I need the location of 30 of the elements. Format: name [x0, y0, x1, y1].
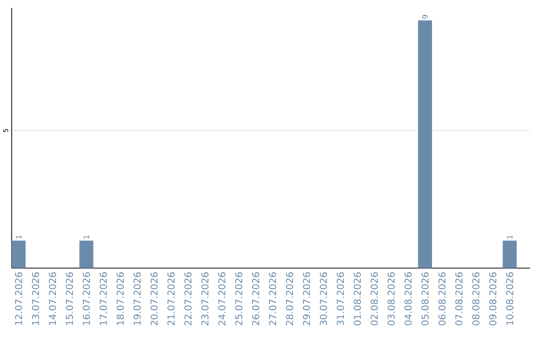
x-tick-label: 17.07.2026 — [100, 272, 107, 325]
x-tick-label: 20.07.2026 — [150, 272, 158, 326]
x-tick-label: 23.07.2026 — [201, 272, 208, 326]
x-tick-label: 08.08.2026 — [472, 272, 480, 326]
x-tick-label: 18.07.2026 — [116, 272, 124, 325]
x-tick-label: 28.07.2026 — [286, 272, 294, 326]
x-tick-label: 04.08.2026 — [404, 272, 412, 326]
x-tick-label: 05.08.2026 — [421, 272, 429, 326]
x-tick-label: 06.08.2026 — [438, 272, 446, 326]
x-tick-label: 10.08.2026 — [506, 272, 514, 325]
x-tick-label: 09.08.2026 — [489, 272, 496, 326]
x-tick-label: 03.08.2026 — [388, 272, 395, 326]
x-tick-label: 15.07.2026 — [66, 272, 74, 325]
x-tick-label: 26.07.2026 — [252, 272, 260, 326]
x-tick-label: 01.08.2026 — [354, 272, 361, 326]
x-tick-label: 12.07.2026 — [15, 272, 22, 325]
x-tick-label: 16.07.2026 — [82, 272, 90, 325]
x-tick-label: 31.07.2026 — [336, 272, 344, 326]
x-tick-label: 07.08.2026 — [455, 272, 462, 326]
x-tick-label: 19.07.2026 — [134, 272, 141, 325]
x-tick-label: 27.07.2026 — [269, 272, 276, 326]
x-tick-label: 25.07.2026 — [235, 272, 242, 326]
x-tick-label: 29.07.2026 — [302, 272, 310, 326]
x-tick-label: 30.07.2026 — [320, 272, 328, 326]
x-tick-label: 21.07.2026 — [167, 272, 175, 326]
x-tick-label: 13.07.2026 — [32, 272, 40, 325]
x-tick-label: 22.07.2026 — [184, 272, 192, 326]
x-tick-label: 02.08.2026 — [370, 272, 378, 326]
x-tick-label: 24.07.2026 — [218, 272, 226, 326]
x-tick-label: 14.07.2026 — [48, 272, 56, 325]
